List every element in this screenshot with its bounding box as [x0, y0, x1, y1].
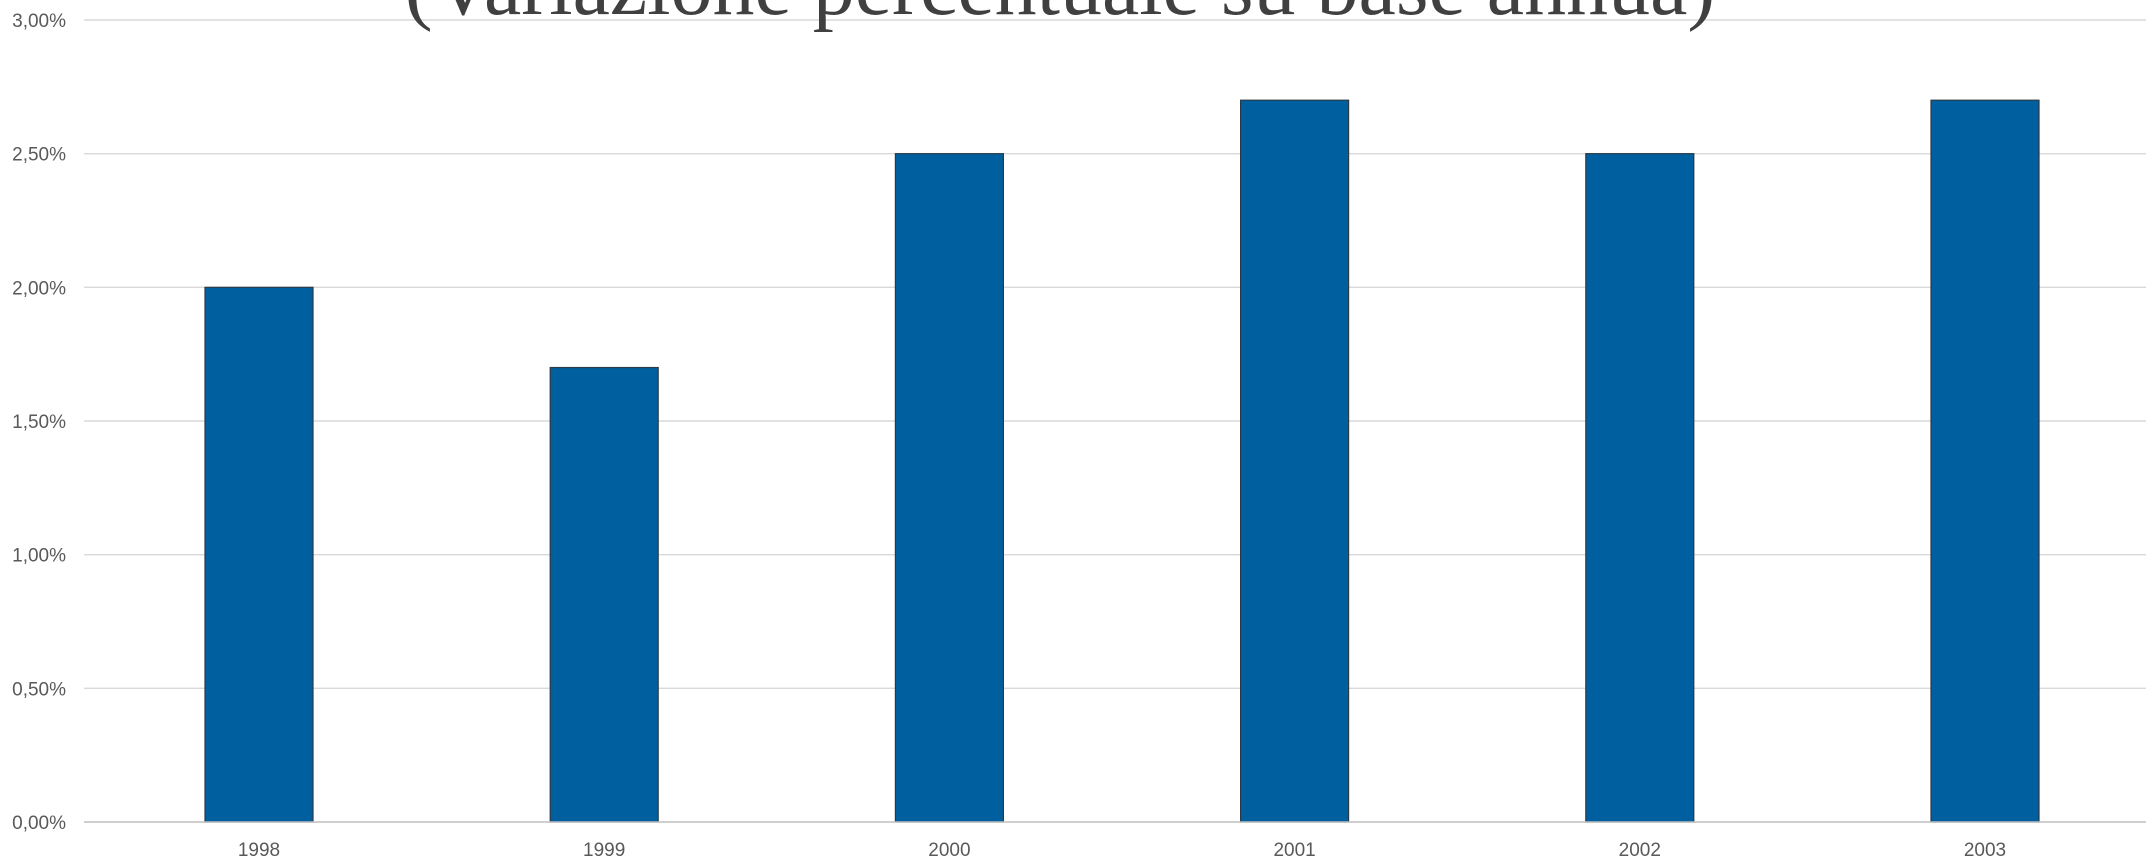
bar-1999 [549, 366, 659, 823]
bar-1998 [204, 286, 314, 823]
y-tick-label: 3,00% [12, 11, 66, 32]
y-tick-label: 2,50% [12, 145, 66, 166]
y-tick-label: 0,50% [12, 679, 66, 700]
x-tick-label: 2000 [928, 840, 970, 859]
y-tick-label: 2,00% [12, 278, 66, 299]
bar-2003 [1930, 99, 2040, 823]
x-tick-label: 2003 [1964, 840, 2006, 859]
bar-2000 [894, 153, 1005, 823]
y-tick-label: 1,00% [12, 546, 66, 567]
x-tick-label: 1999 [583, 840, 625, 859]
gridlines [84, 19, 2146, 690]
chart-title: (Variazione percentuale su base annua) [405, 0, 1716, 33]
y-axis: 0,00% 0,50% 1,00% 1,50% 2,00% 2,50% 3,00% [12, 11, 66, 834]
bar-2001 [1239, 99, 1350, 823]
x-tick-label: 2002 [1619, 840, 1661, 859]
x-tick-label: 1998 [238, 840, 280, 859]
x-tick-label: 2001 [1273, 840, 1315, 859]
y-tick-label: 0,00% [12, 813, 66, 834]
x-axis: 1998 1999 2000 2001 2002 2003 [84, 821, 2146, 861]
bar-2002 [1585, 153, 1695, 823]
bars [204, 99, 2040, 823]
y-tick-label: 1,50% [12, 412, 66, 433]
